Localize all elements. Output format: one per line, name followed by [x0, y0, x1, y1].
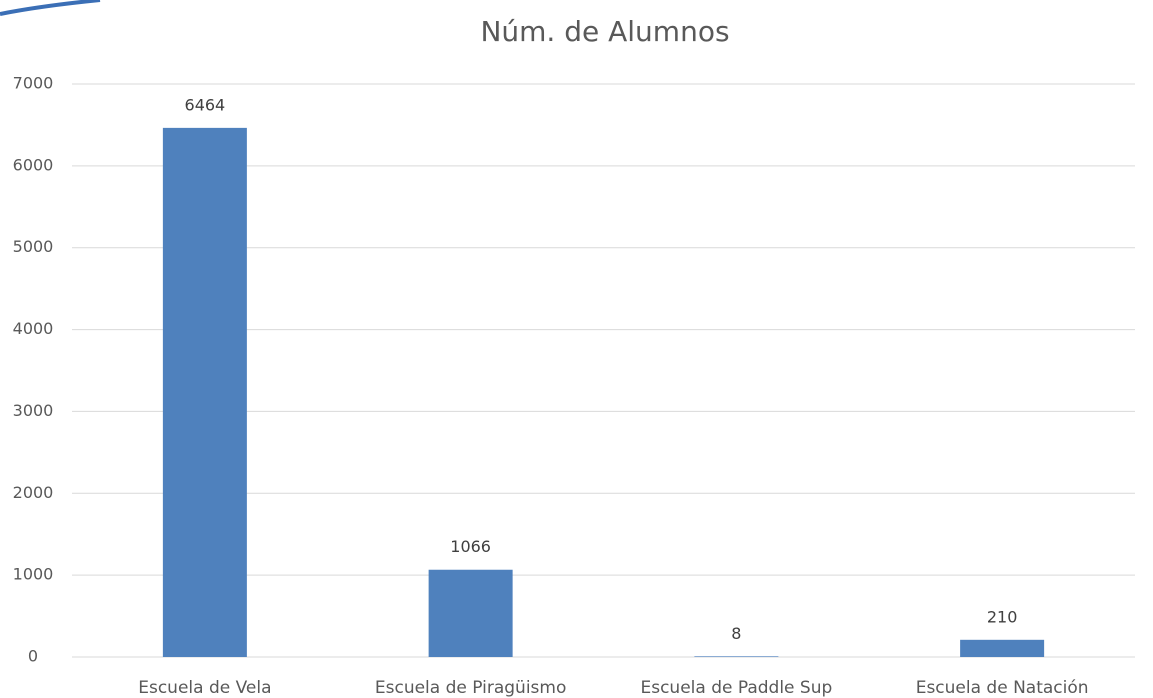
data-label: 6464 [185, 95, 226, 114]
x-tick-label: Escuela de Vela [138, 678, 271, 698]
data-label: 210 [987, 607, 1018, 626]
y-tick-label: 6000 [13, 155, 54, 174]
y-tick-label: 0 [28, 647, 38, 666]
y-tick-label: 1000 [13, 565, 54, 584]
x-tick-label: Escuela de Paddle Sup [640, 678, 832, 698]
y-tick-label: 5000 [13, 237, 54, 256]
bar [428, 569, 513, 657]
data-label: 8 [731, 624, 741, 643]
x-tick-label: Escuela de Natación [916, 678, 1089, 698]
bar [162, 127, 247, 657]
y-tick-label: 7000 [13, 74, 54, 93]
data-label: 1066 [450, 537, 491, 556]
x-tick-label: Escuela de Piragüismo [375, 678, 567, 698]
y-tick-label: 2000 [13, 483, 54, 502]
y-tick-label: 4000 [13, 319, 54, 338]
bar [694, 656, 779, 657]
y-tick-label: 3000 [13, 401, 54, 420]
bar [960, 639, 1045, 657]
decoration [0, 0, 101, 16]
chart-title: Núm. de Alumnos [480, 15, 729, 48]
